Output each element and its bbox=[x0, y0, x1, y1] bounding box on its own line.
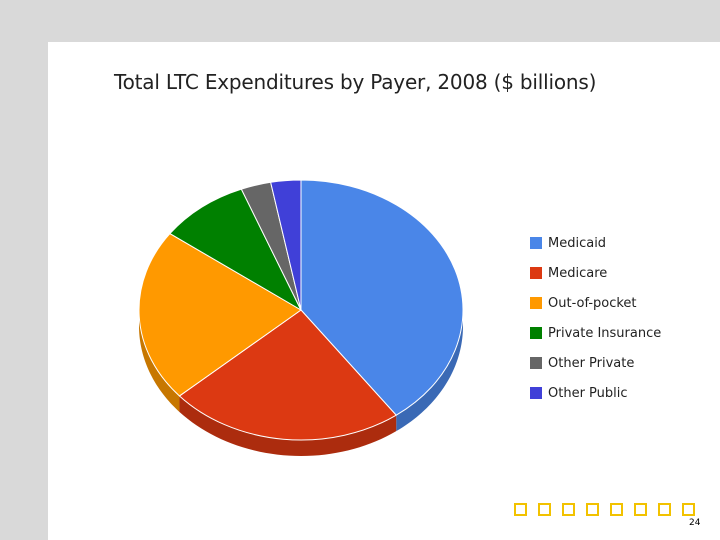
slide: Total LTC Expenditures by Payer, 2008 ($… bbox=[48, 42, 720, 540]
chart-title: Total LTC Expenditures by Payer, 2008 ($… bbox=[114, 70, 597, 94]
decorative-square bbox=[682, 503, 695, 516]
legend-label: Other Private bbox=[548, 355, 635, 371]
decorative-square bbox=[658, 503, 671, 516]
decorative-square bbox=[562, 503, 575, 516]
legend-swatch bbox=[530, 327, 542, 339]
decorative-squares bbox=[514, 503, 706, 516]
legend-label: Out-of-pocket bbox=[548, 295, 637, 311]
legend-swatch bbox=[530, 237, 542, 249]
pie-slice-medicare bbox=[178, 309, 398, 441]
decorative-square bbox=[514, 503, 527, 516]
pie-side-medicare bbox=[179, 395, 397, 456]
pie-side-medicaid bbox=[396, 310, 463, 432]
decorative-square bbox=[634, 503, 647, 516]
legend-item: Other Private bbox=[530, 348, 661, 378]
legend-label: Private Insurance bbox=[548, 325, 662, 341]
decorative-square bbox=[586, 503, 599, 516]
legend-item: Other Public bbox=[530, 378, 661, 408]
pie-slice-medicaid bbox=[300, 179, 464, 416]
chart-legend: Medicaid Medicare Out-of-pocket Private Ins… bbox=[530, 228, 661, 408]
legend-item: Private Insurance bbox=[530, 318, 661, 348]
legend-item: Medicaid bbox=[530, 228, 661, 258]
legend-label: Medicare bbox=[548, 265, 608, 281]
legend-label: Other Public bbox=[548, 385, 628, 401]
legend-swatch bbox=[530, 297, 542, 309]
legend-swatch bbox=[530, 387, 542, 399]
pie-slice-other-public bbox=[270, 179, 302, 311]
pie-slice-out-of-pocket bbox=[138, 232, 302, 397]
page-number: 24 bbox=[689, 518, 701, 528]
legend-swatch bbox=[530, 357, 542, 369]
legend-item: Out-of-pocket bbox=[530, 288, 661, 318]
decorative-square bbox=[538, 503, 551, 516]
pie-chart bbox=[138, 179, 464, 456]
pie-slice-private-insurance bbox=[169, 188, 303, 312]
legend-swatch bbox=[530, 267, 542, 279]
legend-item: Medicare bbox=[530, 258, 661, 288]
legend-label: Medicaid bbox=[548, 235, 607, 251]
decorative-square bbox=[610, 503, 623, 516]
